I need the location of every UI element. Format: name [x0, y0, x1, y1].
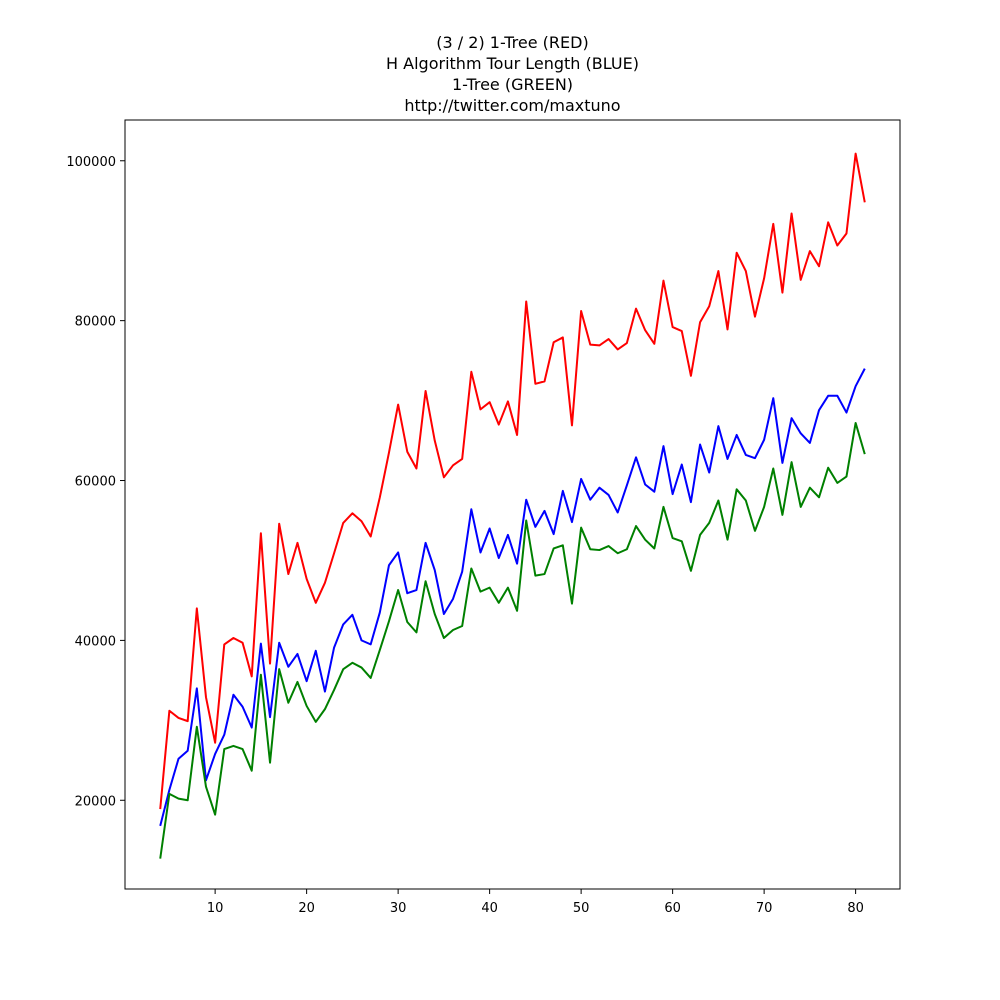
y-tick-label: 20000 [75, 794, 116, 809]
x-tick-label: 20 [298, 901, 315, 916]
x-tick-label: 80 [847, 901, 864, 916]
y-tick-label: 80000 [75, 315, 116, 330]
series-line-2 [159, 421, 866, 859]
x-tick-label: 40 [481, 901, 498, 916]
chart-title: (3 / 2) 1-Tree (RED) H Algorithm Tour Len… [386, 33, 639, 115]
series-line-1 [159, 368, 866, 827]
y-axis: 20000 40000 60000 80000 100000 [66, 155, 125, 809]
title-line: 1-Tree (GREEN) [452, 75, 573, 94]
title-line: H Algorithm Tour Length (BLUE) [386, 54, 639, 73]
y-tick-label: 60000 [75, 475, 116, 490]
y-tick-label: 100000 [66, 155, 116, 170]
y-tick-label: 40000 [75, 634, 116, 649]
plot-series [159, 152, 866, 859]
x-tick-label: 60 [664, 901, 681, 916]
title-line: http://twitter.com/maxtuno [404, 96, 620, 115]
x-axis: 10 20 30 40 50 60 70 80 [207, 889, 864, 916]
x-tick-label: 10 [207, 901, 224, 916]
plot-frame [124, 119, 901, 890]
series-line-0 [159, 152, 866, 810]
x-tick-label: 30 [390, 901, 407, 916]
title-line: (3 / 2) 1-Tree (RED) [436, 33, 588, 52]
x-tick-label: 70 [756, 901, 773, 916]
x-tick-label: 50 [573, 901, 590, 916]
